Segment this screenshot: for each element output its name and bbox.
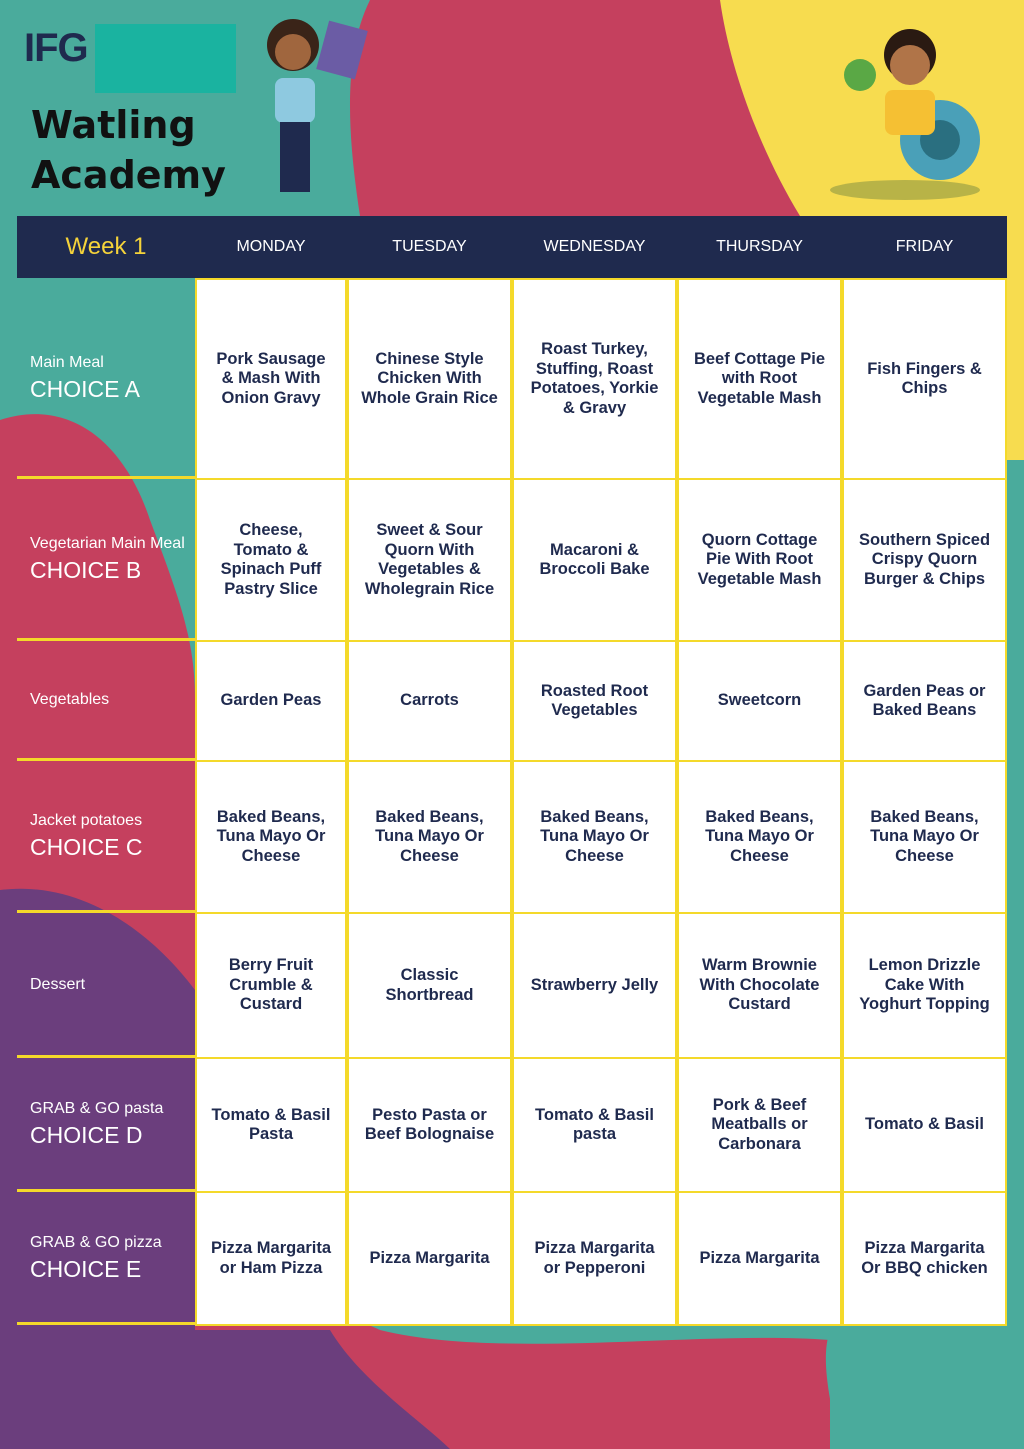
- table-header: Week 1 MONDAY TUESDAY WEDNESDAY THURSDAY FRID…: [17, 216, 1007, 278]
- row-rule: [17, 638, 195, 641]
- row-rule: [17, 1322, 195, 1325]
- row-label-line: Main Meal: [30, 354, 104, 371]
- day-header: MONDAY: [236, 238, 306, 255]
- menu-cell: Roast Turkey, Stuffing, Roast Potatoes, …: [512, 278, 677, 480]
- row-label-line: Dessert: [30, 975, 86, 993]
- school-line: Watling: [31, 103, 196, 147]
- menu-cell: Pizza Margarita or Ham Pizza: [195, 1191, 347, 1326]
- day-header: TUESDAY: [392, 238, 467, 255]
- menu-cell: Sweetcorn: [677, 640, 842, 762]
- row-label-line: CHOICE B: [30, 557, 142, 583]
- menu-cell: Chinese Style Chicken With Whole Grain R…: [347, 278, 512, 480]
- menu-cell: Tomato & Basil Pasta: [195, 1057, 347, 1193]
- menu-cell: Pesto Pasta or Beef Bolognaise: [347, 1057, 512, 1193]
- girl-illustration: [267, 19, 368, 192]
- day-header: WEDNESDAY: [543, 238, 646, 255]
- day-header: FRIDAY: [895, 238, 954, 255]
- menu-cell: Tomato & Basil: [842, 1057, 1007, 1193]
- row-rule: [17, 910, 195, 913]
- menu-cell: Lemon Drizzle Cake With Yoghurt Topping: [842, 912, 1007, 1059]
- row-rule: [17, 1189, 195, 1192]
- boy-illustration: [830, 29, 980, 200]
- menu-cell: Garden Peas: [195, 640, 347, 762]
- menu-cell: Beef Cottage Pie with Root Vegetable Mas…: [677, 278, 842, 480]
- logo-box: [95, 24, 236, 93]
- row-label-line: GRAB & GO pizza: [30, 1233, 162, 1251]
- row-label-line: Vegetarian Main Meal: [30, 535, 185, 552]
- menu-cell: Baked Beans, Tuna Mayo Or Cheese: [677, 760, 842, 914]
- logo: IFG: [24, 26, 89, 70]
- menu-cell: Tomato & Basil pasta: [512, 1057, 677, 1193]
- row-rule: [17, 1055, 195, 1058]
- row-label-line: GRAB & GO pasta: [30, 1100, 164, 1117]
- menu-cell: Baked Beans, Tuna Mayo Or Cheese: [195, 760, 347, 914]
- row-label: Jacket potatoes CHOICE C: [30, 760, 190, 912]
- menu-cell: Baked Beans, Tuna Mayo Or Cheese: [512, 760, 677, 914]
- teal-corner: [825, 1330, 1024, 1449]
- school-name: Watling Academy: [31, 100, 226, 200]
- menu-cell: Pork Sausage & Mash With Onion Gravy: [195, 278, 347, 480]
- row-label: Vegetables: [30, 640, 190, 760]
- menu-cell: Garden Peas or Baked Beans: [842, 640, 1007, 762]
- row-label-line: CHOICE C: [30, 834, 143, 860]
- week-label: Week 1: [65, 233, 147, 260]
- menu-cell: Pizza Margarita: [677, 1191, 842, 1326]
- menu-cell: Pizza Margarita: [347, 1191, 512, 1326]
- row-label: Dessert: [30, 912, 190, 1057]
- row-label-line: CHOICE D: [30, 1122, 143, 1148]
- row-label-line: CHOICE E: [30, 1255, 142, 1282]
- menu-cell: Sweet & Sour Quorn With Vegetables & Who…: [347, 478, 512, 642]
- row-label-line: CHOICE A: [30, 376, 140, 402]
- menu-cell: Macaroni & Broccoli Bake: [512, 478, 677, 642]
- row-label: GRAB & GO pasta CHOICE D: [30, 1057, 190, 1191]
- menu-cell: Warm Brownie With Chocolate Custard: [677, 912, 842, 1059]
- menu-cell: Pizza Margarita or Pepperoni: [512, 1191, 677, 1326]
- row-label-line: Jacket potatoes: [30, 812, 143, 829]
- menu-cell: Classic Shortbread: [347, 912, 512, 1059]
- row-label-line: Vegetables: [30, 691, 110, 708]
- menu-cell: Fish Fingers & Chips: [842, 278, 1007, 480]
- menu-cell: Roasted Root Vegetables: [512, 640, 677, 762]
- menu-cell: Pizza Margarita Or BBQ chicken: [842, 1191, 1007, 1326]
- menu-cell: Quorn Cottage Pie With Root Vegetable Ma…: [677, 478, 842, 642]
- row-rule: [17, 476, 195, 479]
- purple-blob: [0, 888, 450, 1449]
- day-header: THURSDAY: [716, 238, 803, 255]
- menu-cell: Strawberry Jelly: [512, 912, 677, 1059]
- menu-cell: Baked Beans, Tuna Mayo Or Cheese: [347, 760, 512, 914]
- row-rule: [17, 758, 195, 761]
- menu-cell: Baked Beans, Tuna Mayo Or Cheese: [842, 760, 1007, 914]
- menu-cell: Cheese, Tomato & Spinach Puff Pastry Sli…: [195, 478, 347, 642]
- row-label: Vegetarian Main Meal CHOICE B: [30, 478, 190, 640]
- row-label: GRAB & GO pizza CHOICE E: [30, 1191, 190, 1324]
- menu-cell: Pork & Beef Meatballs or Carbonara: [677, 1057, 842, 1193]
- row-label: Main Meal CHOICE A: [30, 278, 190, 478]
- school-line: Academy: [31, 153, 226, 197]
- menu-cell: Southern Spiced Crispy Quorn Burger & Ch…: [842, 478, 1007, 642]
- menu-cell: Berry Fruit Crumble & Custard: [195, 912, 347, 1059]
- menu-cell: Carrots: [347, 640, 512, 762]
